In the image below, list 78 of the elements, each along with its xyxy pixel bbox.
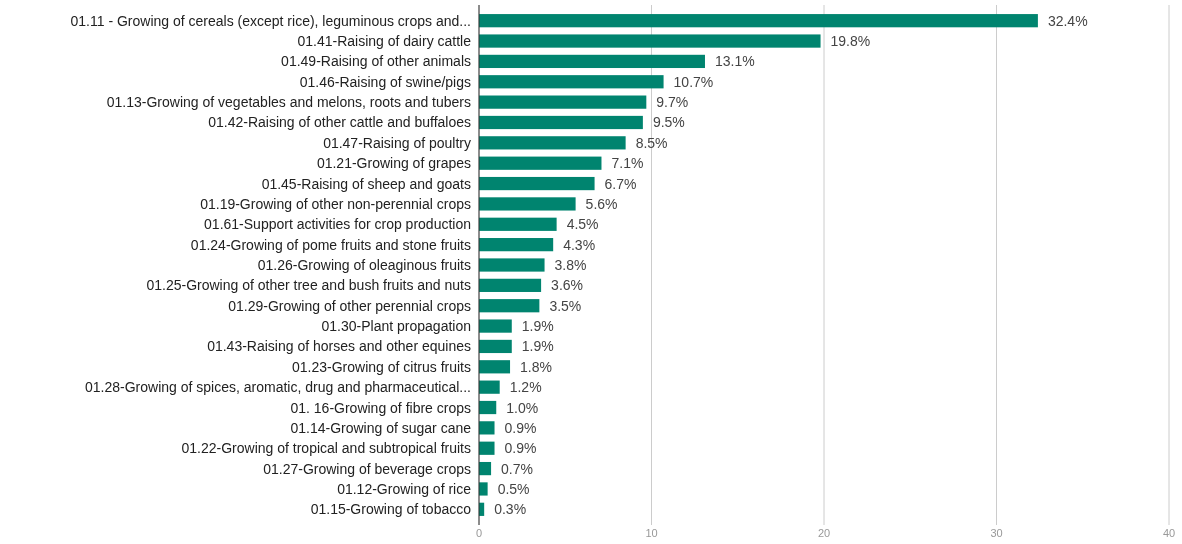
data-label: 19.8% <box>830 33 871 50</box>
data-label: 0.5% <box>497 480 530 497</box>
data-label: 5.6% <box>585 195 618 212</box>
data-label: 1.2% <box>509 379 542 396</box>
data-label: 1.9% <box>521 318 554 335</box>
y-tick-label: 01.42-Raising of other cattle and buffaloes <box>208 114 471 131</box>
x-tick-label: 20 <box>817 527 831 539</box>
data-label: 3.6% <box>551 277 584 294</box>
y-tick-label: 01.21-Growing of grapes <box>316 155 471 172</box>
x-tick-label: 0 <box>475 527 483 539</box>
bar <box>479 421 495 435</box>
data-label: 3.5% <box>549 297 582 314</box>
y-tick-label: 01.46-Raising of swine/pigs <box>299 73 471 90</box>
bar <box>479 400 497 415</box>
bar <box>479 278 542 292</box>
y-tick-label: 01.11 - Growing of cereals (except rice), leguminous crops and... <box>70 12 471 29</box>
y-tick-label: 01.22-Growing of tropical and subtropical fruits <box>181 440 471 457</box>
y-tick-label: 01.12-Growing of rice <box>337 480 472 497</box>
y-tick-label: 01.13-Growing of vegetables and melons, roots and tubers <box>106 94 471 111</box>
data-label: 4.3% <box>563 236 596 253</box>
bar <box>479 54 705 69</box>
data-label: 13.1% <box>714 53 755 70</box>
bar <box>479 441 495 455</box>
y-tick-label: 01.26-Growing of oleaginous fruits <box>257 257 471 273</box>
bar <box>479 238 554 252</box>
data-label: 9.7% <box>656 94 689 111</box>
data-label: 1.8% <box>520 358 552 375</box>
data-label: 10.7% <box>673 73 714 90</box>
bar <box>479 75 664 89</box>
data-label: 0.9% <box>504 440 537 457</box>
y-tick-label: 01.61-Support activities for crop production <box>204 216 471 233</box>
data-label: 7.1% <box>611 155 644 172</box>
data-label: 8.5% <box>635 134 668 151</box>
y-tick-label: 01.25-Growing of other tree and bush fruits and nuts <box>146 277 471 294</box>
y-tick-label: 01.27-Growing of beverage crops <box>263 460 471 477</box>
data-label: 32.4% <box>1047 12 1088 29</box>
bar <box>479 156 602 170</box>
bar <box>479 339 512 354</box>
data-label: 1.9% <box>521 338 554 355</box>
data-label: 6.7% <box>604 175 637 192</box>
bar <box>479 197 576 211</box>
data-label: 0.9% <box>504 419 537 436</box>
y-tick-label: 01.47-Raising of poultry <box>323 134 471 151</box>
y-tick-label: 01.49-Raising of other animals <box>281 53 471 70</box>
y-tick-label: 01. 16-Growing of fibre crops <box>290 399 471 416</box>
bar <box>479 299 540 313</box>
data-label: 3.8% <box>554 257 587 273</box>
y-tick-label: 01.14-Growing of sugar cane <box>290 419 472 436</box>
y-tick-label: 01.43-Raising of horses and other equines <box>207 338 471 355</box>
data-label: 0.7% <box>501 460 533 477</box>
bar <box>479 14 1038 28</box>
x-tick-label: 40 <box>1162 527 1176 539</box>
bar <box>479 34 821 48</box>
bar <box>479 482 488 496</box>
x-tick-label: 10 <box>645 527 658 539</box>
y-tick-label: 01.29-Growing of other perennial crops <box>228 297 471 314</box>
bar <box>479 319 512 333</box>
bar <box>479 380 500 394</box>
bar <box>479 360 511 374</box>
data-label: 0.3% <box>494 501 527 518</box>
bar <box>479 136 626 150</box>
x-tick-label: 30 <box>990 527 1003 539</box>
bar <box>479 95 647 109</box>
data-label: 4.5% <box>566 216 599 233</box>
data-label: 9.5% <box>652 114 685 131</box>
y-tick-label: 01.45-Raising of sheep and goats <box>261 175 471 192</box>
data-label: 1.0% <box>506 399 539 416</box>
y-tick-label: 01.24-Growing of pome fruits and stone fruits <box>190 236 471 253</box>
y-tick-label: 01.30-Plant propagation <box>321 318 471 335</box>
bar <box>479 258 545 272</box>
y-tick-label: 01.28-Growing of spices, aromatic, drug and pharmaceutical... <box>85 379 471 396</box>
y-tick-label: 01.41-Raising of dairy cattle <box>297 33 472 50</box>
bar <box>479 115 643 130</box>
bar <box>479 217 557 231</box>
y-tick-label: 01.19-Growing of other non-perennial crops <box>200 195 471 212</box>
y-tick-label: 01.15-Growing of tobacco <box>310 501 472 518</box>
y-tick-label: 01.23-Growing of citrus fruits <box>292 358 471 375</box>
bar <box>479 176 595 191</box>
